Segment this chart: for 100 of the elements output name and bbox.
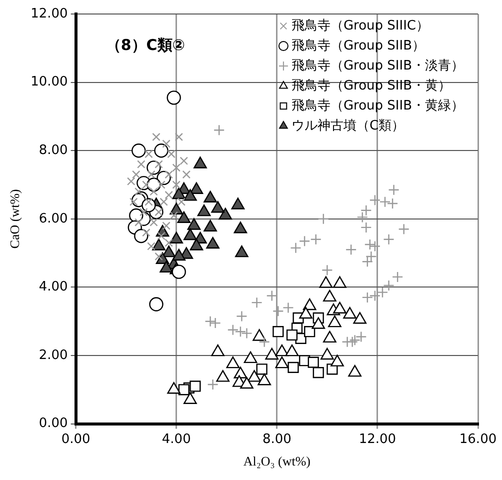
point (154, 144, 168, 158)
point (348, 364, 362, 377)
point (206, 236, 220, 249)
point (172, 180, 180, 189)
point (162, 245, 176, 258)
point (285, 344, 299, 356)
point (234, 326, 246, 338)
point (134, 218, 143, 226)
point (388, 184, 400, 196)
y-axis-title: CaO (wt%) (7, 189, 22, 249)
point (318, 213, 330, 224)
point (298, 236, 310, 247)
point (379, 196, 391, 208)
point (182, 170, 191, 179)
x-tick-label: 12.00 (358, 432, 396, 447)
point (364, 238, 376, 250)
legend-label: ウル神古墳（C類） (291, 118, 405, 134)
x-tick-label: 16.00 (459, 432, 497, 447)
point (369, 194, 381, 206)
point (190, 238, 204, 250)
point (369, 290, 381, 302)
point (150, 218, 158, 226)
point (177, 211, 191, 223)
point (240, 376, 254, 389)
point (288, 362, 299, 373)
legend-label: 飛鳥寺（Group SIIB・黄緑） (291, 98, 464, 114)
text: （8）C類② (106, 36, 185, 54)
point (172, 187, 186, 200)
point (134, 228, 148, 244)
point (272, 326, 284, 338)
point (362, 256, 373, 268)
point (164, 190, 173, 200)
y-tick-label: 8.00 (38, 142, 68, 158)
y-tick-label: 12.00 (30, 6, 68, 22)
x-tick-label: 8.00 (262, 432, 292, 447)
point (162, 222, 170, 230)
point (244, 351, 258, 364)
point (319, 276, 333, 288)
y-tick-label: 2.00 (38, 348, 68, 363)
point (134, 187, 143, 196)
point (140, 208, 148, 216)
point (137, 160, 146, 168)
point (248, 370, 261, 382)
y-tick-label: 6.00 (38, 211, 68, 226)
point (170, 211, 178, 220)
point (184, 228, 197, 240)
legend-label: 飛鳥寺（Group SIIB） (291, 38, 426, 54)
point (356, 212, 368, 223)
point (333, 302, 346, 314)
point (132, 144, 146, 158)
point (265, 348, 279, 360)
point (392, 271, 404, 283)
point (330, 354, 344, 366)
point (322, 264, 333, 276)
point (386, 198, 398, 210)
point (356, 331, 367, 342)
point (167, 150, 176, 158)
point (227, 324, 239, 336)
point (166, 90, 181, 105)
point (272, 306, 284, 317)
point (142, 228, 150, 237)
point (308, 356, 319, 368)
point (164, 238, 173, 247)
point (147, 170, 156, 179)
point (160, 260, 173, 273)
point (346, 336, 358, 348)
point (302, 298, 316, 310)
y-tick-label: 10.00 (30, 74, 68, 90)
point (256, 364, 268, 375)
point (213, 124, 225, 136)
point (184, 189, 197, 201)
point (211, 344, 224, 356)
point (167, 382, 181, 394)
point (266, 290, 278, 302)
point (323, 290, 336, 302)
legend-label: 飛鳥寺（Group SIIIC） (291, 18, 429, 34)
point (187, 218, 201, 230)
point (312, 367, 324, 378)
point (323, 330, 336, 343)
point (383, 280, 394, 292)
point (241, 328, 252, 339)
legend-label: 飛鳥寺（Group SIIB・淡青） (291, 58, 464, 74)
point (160, 198, 168, 206)
point (286, 329, 298, 341)
point (310, 234, 322, 245)
x-axis-title: Al₂O₃ (wt%) (243, 454, 311, 469)
point (366, 250, 377, 262)
point (204, 190, 217, 203)
point (177, 198, 186, 206)
point (207, 378, 218, 390)
point (218, 208, 232, 220)
legend-label: 飛鳥寺（Group SIIB・黄） (291, 78, 452, 94)
point (180, 156, 188, 165)
x-tick-label: 4.00 (162, 432, 191, 447)
point (282, 302, 294, 314)
y-tick-label: 0.00 (38, 416, 68, 432)
point (333, 276, 346, 288)
point (197, 204, 211, 216)
point (204, 316, 216, 327)
point (172, 164, 180, 172)
